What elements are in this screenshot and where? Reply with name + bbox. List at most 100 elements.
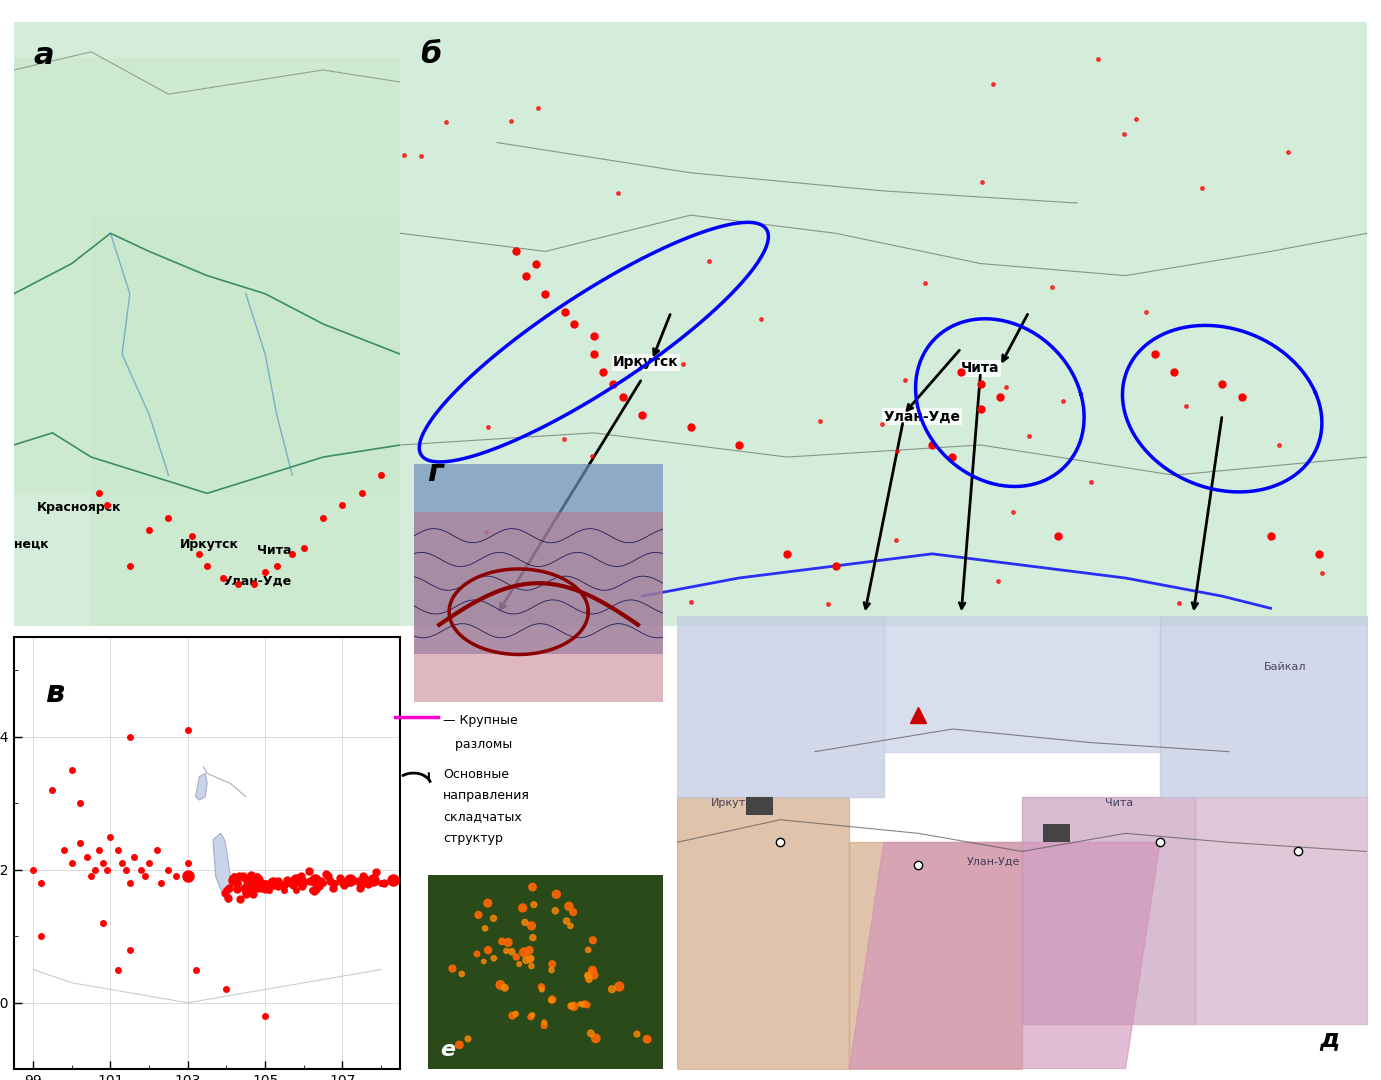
Text: — Крупные: — Крупные bbox=[443, 714, 518, 727]
Point bbox=[489, 976, 511, 994]
Text: б: б bbox=[420, 40, 441, 69]
Point bbox=[494, 980, 516, 997]
Point bbox=[562, 904, 584, 921]
Point bbox=[558, 897, 580, 915]
Point bbox=[457, 1030, 479, 1048]
Point bbox=[472, 953, 494, 970]
Point bbox=[497, 934, 519, 951]
Point bbox=[490, 933, 512, 950]
Text: Основные: Основные bbox=[443, 768, 510, 781]
Polygon shape bbox=[196, 773, 207, 800]
Text: Чита: Чита bbox=[257, 544, 291, 557]
Text: е: е bbox=[439, 1040, 454, 1059]
Point bbox=[518, 942, 540, 959]
Point bbox=[505, 948, 528, 966]
FancyBboxPatch shape bbox=[91, 215, 497, 638]
Text: направления: направления bbox=[443, 789, 530, 802]
Text: Иркутск: Иркутск bbox=[711, 798, 760, 808]
Text: Улан-Уде: Улан-Уде bbox=[222, 575, 291, 588]
Text: структур: структур bbox=[443, 832, 503, 845]
Text: в: в bbox=[44, 679, 64, 708]
Point bbox=[465, 945, 487, 962]
Point bbox=[555, 913, 577, 930]
Bar bbox=[1043, 824, 1070, 842]
Point bbox=[496, 942, 518, 959]
Point bbox=[519, 950, 541, 968]
Point bbox=[637, 1030, 659, 1048]
FancyBboxPatch shape bbox=[340, 393, 737, 654]
Point bbox=[533, 1014, 555, 1031]
Text: Чита: Чита bbox=[961, 362, 1000, 376]
Text: Чита: Чита bbox=[1105, 798, 1132, 808]
Point bbox=[511, 900, 533, 917]
FancyBboxPatch shape bbox=[0, 58, 400, 494]
Text: г: г bbox=[427, 458, 442, 487]
Point bbox=[449, 1037, 471, 1054]
Point bbox=[581, 932, 603, 949]
Text: Улан-Уде: Улан-Уде bbox=[967, 858, 1021, 867]
Point bbox=[581, 961, 603, 978]
Bar bbox=[746, 797, 773, 815]
Text: Улан-Уде: Улан-Уде bbox=[884, 409, 961, 423]
Point bbox=[514, 914, 536, 931]
Point bbox=[626, 1025, 648, 1042]
Text: разломы: разломы bbox=[443, 738, 512, 751]
Point bbox=[515, 951, 537, 969]
Point bbox=[581, 963, 603, 981]
Text: нецк: нецк bbox=[14, 538, 48, 551]
Point bbox=[521, 917, 543, 934]
Text: складчатых: складчатых bbox=[443, 810, 522, 823]
Point bbox=[544, 902, 566, 919]
Point bbox=[583, 967, 605, 984]
Text: д: д bbox=[1319, 1027, 1340, 1052]
Point bbox=[577, 942, 599, 959]
Text: Иркутск: Иркутск bbox=[180, 538, 239, 551]
Point bbox=[576, 968, 598, 985]
FancyBboxPatch shape bbox=[110, 0, 1381, 808]
Point bbox=[601, 981, 623, 998]
Point bbox=[474, 920, 496, 937]
Point bbox=[541, 990, 563, 1008]
Point bbox=[523, 896, 545, 914]
Point bbox=[577, 967, 599, 984]
Point bbox=[608, 977, 630, 995]
Point bbox=[533, 1017, 555, 1035]
Point bbox=[504, 1005, 526, 1023]
Point bbox=[573, 996, 595, 1013]
Point bbox=[483, 949, 505, 967]
Point bbox=[519, 949, 541, 967]
Point bbox=[476, 894, 499, 912]
Point bbox=[501, 943, 523, 960]
Polygon shape bbox=[849, 842, 1160, 1069]
Point bbox=[482, 909, 504, 927]
Point bbox=[572, 996, 594, 1013]
Point bbox=[563, 998, 586, 1015]
FancyBboxPatch shape bbox=[340, 512, 737, 773]
Point bbox=[476, 942, 499, 959]
Point bbox=[508, 956, 530, 973]
Polygon shape bbox=[213, 834, 231, 903]
Point bbox=[450, 966, 472, 983]
Point bbox=[501, 1007, 523, 1024]
Point bbox=[519, 1009, 541, 1026]
Point bbox=[467, 906, 489, 923]
Point bbox=[569, 996, 591, 1013]
Point bbox=[540, 961, 562, 978]
Text: Байкал: Байкал bbox=[1264, 662, 1306, 672]
Point bbox=[522, 878, 544, 895]
Point bbox=[580, 1025, 602, 1042]
Point bbox=[530, 981, 552, 998]
Point bbox=[521, 958, 543, 975]
FancyBboxPatch shape bbox=[358, 816, 733, 1080]
FancyBboxPatch shape bbox=[0, 0, 516, 808]
Point bbox=[521, 1007, 543, 1024]
Point bbox=[584, 1029, 606, 1047]
Point bbox=[512, 944, 534, 961]
Point bbox=[579, 971, 601, 988]
Text: Красноярск: Красноярск bbox=[37, 501, 122, 514]
Text: Иркутск: Иркутск bbox=[613, 355, 679, 369]
Text: а: а bbox=[33, 41, 54, 70]
Point bbox=[540, 991, 562, 1009]
Point bbox=[559, 917, 581, 934]
Point bbox=[576, 996, 598, 1013]
